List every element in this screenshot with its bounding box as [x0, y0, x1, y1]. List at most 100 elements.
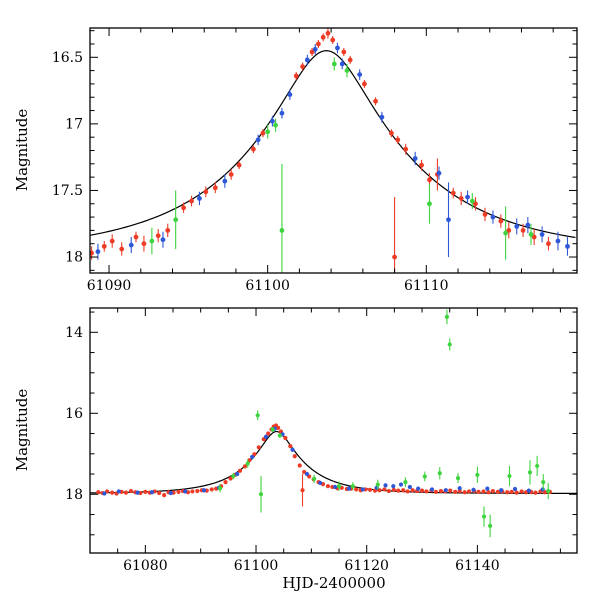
data-point-blue — [304, 471, 310, 477]
data-point-green — [173, 217, 179, 223]
data-point-blue — [412, 156, 418, 161]
data-point-red — [283, 435, 288, 441]
data-point-blue — [201, 488, 207, 493]
data-point-red — [195, 488, 200, 494]
data-point-blue — [270, 118, 275, 124]
data-point-blue — [446, 217, 451, 223]
data-point-blue — [102, 491, 107, 496]
data-point-blue — [183, 489, 188, 494]
data-point-blue — [279, 110, 285, 116]
x-tick-label: 61140 — [455, 558, 500, 574]
data-point-red — [300, 64, 305, 70]
data-point-green — [475, 472, 480, 477]
data-point-blue — [436, 170, 442, 176]
data-point-green — [535, 463, 540, 469]
data-point-blue — [499, 488, 504, 493]
data-point-red — [247, 458, 252, 463]
data-point-blue — [465, 194, 470, 200]
data-point-blue — [149, 490, 155, 495]
y-tick-label: 14 — [65, 325, 83, 341]
data-point-red — [450, 190, 456, 196]
data-point-blue — [222, 178, 228, 184]
data-point-green — [217, 486, 223, 491]
data-point-red — [419, 162, 424, 168]
data-point-blue — [539, 231, 545, 237]
data-point-blue — [197, 196, 202, 201]
data-point-red — [395, 137, 401, 143]
data-point-blue — [128, 242, 134, 248]
data-point-blue — [398, 482, 404, 487]
data-point-red — [514, 490, 519, 495]
data-point-green — [527, 470, 533, 475]
data-point-green — [375, 482, 380, 487]
data-point-green — [503, 230, 509, 236]
data-point-green — [270, 427, 275, 432]
data-point-red — [490, 488, 495, 494]
data-point-blue — [471, 487, 476, 492]
data-point-red — [466, 489, 472, 494]
y-tick-label: 16 — [65, 406, 83, 422]
data-point-red — [260, 130, 266, 136]
data-point-red — [157, 490, 162, 496]
data-point-blue — [135, 490, 140, 495]
data-point-green — [541, 480, 546, 485]
data-point-blue — [391, 484, 396, 489]
data-point-green — [488, 523, 493, 528]
x-tick-label: 61110 — [404, 278, 449, 294]
data-point-green — [277, 433, 282, 438]
data-point-red — [176, 489, 181, 494]
data-point-blue — [565, 243, 570, 249]
data-point-red — [403, 146, 409, 152]
data-point-red — [110, 490, 115, 495]
data-point-red — [377, 488, 382, 493]
data-point-red — [396, 488, 401, 493]
data-point-green — [422, 474, 427, 479]
data-point-green — [331, 61, 337, 67]
y-tick-label: 17 — [65, 116, 83, 132]
data-point-red — [316, 41, 321, 47]
data-point-red — [405, 489, 410, 494]
data-point-green — [427, 201, 432, 207]
data-point-blue — [407, 484, 412, 490]
data-point-green — [231, 473, 236, 479]
axes-frame — [89, 307, 578, 554]
data-point-red — [141, 241, 147, 247]
data-point-red — [498, 218, 504, 224]
x-tick-label: 61100 — [234, 558, 279, 574]
data-point-red — [165, 227, 171, 233]
data-point-red — [462, 490, 467, 495]
data-point-red — [542, 490, 548, 495]
data-point-blue — [443, 488, 448, 493]
data-point-red — [212, 185, 218, 191]
data-point-red — [458, 196, 464, 201]
x-tick-label: 61120 — [344, 558, 389, 574]
data-point-red — [242, 464, 248, 469]
data-point-blue — [429, 487, 435, 492]
data-point-red — [250, 146, 256, 152]
data-point-green — [245, 461, 250, 466]
y-tick-label: 17.5 — [52, 183, 83, 199]
data-point-red — [155, 233, 161, 239]
data-point-red — [189, 198, 194, 204]
data-point-red — [109, 238, 115, 244]
data-point-green — [255, 413, 260, 418]
data-point-blue — [357, 72, 363, 78]
data-point-green — [279, 227, 285, 233]
data-point-green — [444, 314, 450, 320]
data-point-red — [362, 81, 367, 87]
data-point-green — [403, 480, 408, 485]
data-point-blue — [346, 486, 352, 491]
data-point-red — [133, 234, 139, 240]
data-point-blue — [160, 237, 166, 243]
y-tick-label: 16.5 — [52, 50, 83, 66]
data-point-red — [373, 98, 378, 104]
data-point-green — [350, 484, 355, 489]
data-point-red — [427, 177, 432, 183]
data-point-red — [101, 243, 107, 249]
data-point-blue — [512, 486, 518, 492]
data-point-blue — [255, 137, 261, 143]
panel-zoomed-peak-panel — [90, 28, 576, 273]
data-point-green — [455, 475, 461, 481]
